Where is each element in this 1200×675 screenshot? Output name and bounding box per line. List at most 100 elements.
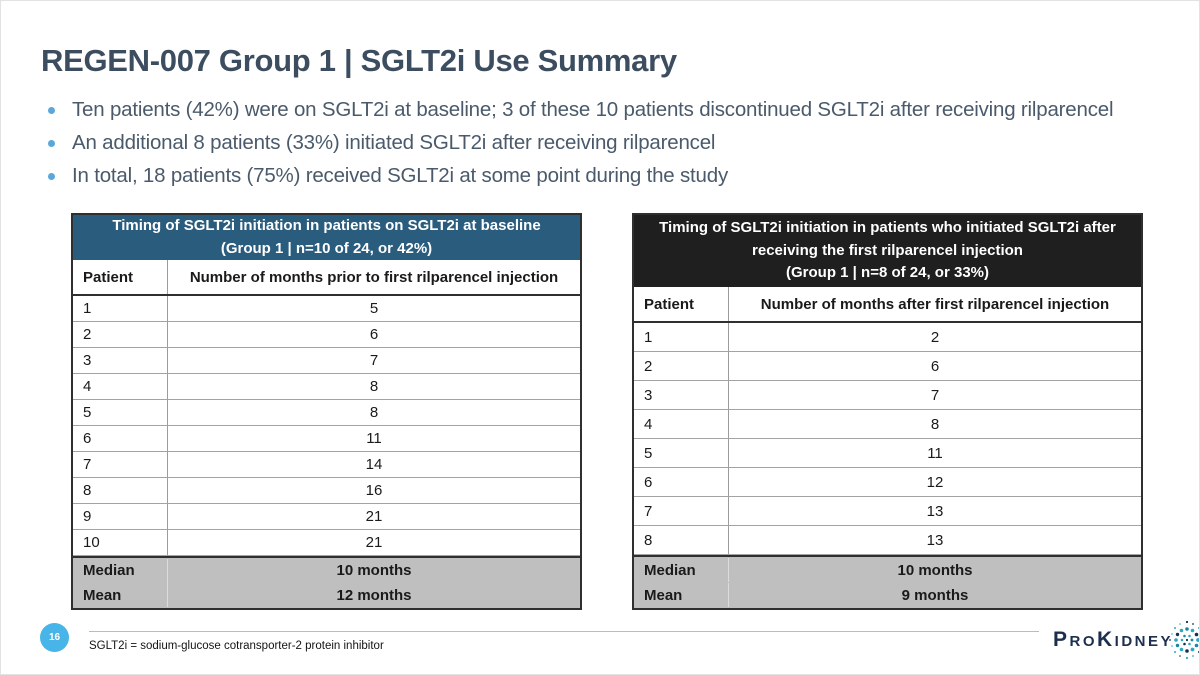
patient-cell: 6 xyxy=(83,430,92,447)
table-title-line: Timing of SGLT2i initiation in patients … xyxy=(659,219,1116,237)
list-item: An additional 8 patients (33%) initiated… xyxy=(48,132,1178,153)
patient-cell: 2 xyxy=(83,326,92,343)
summary-label: Median xyxy=(644,561,696,579)
bullet-text: Ten patients (42%) were on SGLT2i at bas… xyxy=(72,98,1114,121)
table-row: 9 21 xyxy=(73,504,580,530)
summary-label: Median xyxy=(83,562,135,580)
patient-cell: 5 xyxy=(83,404,92,421)
summary-row: Median 10 months xyxy=(73,558,580,583)
patient-cell: 8 xyxy=(83,482,92,499)
bullet-list: Ten patients (42%) were on SGLT2i at bas… xyxy=(48,99,1178,198)
table-row: 3 7 xyxy=(73,348,580,374)
bullet-icon xyxy=(48,140,55,147)
column-header: Patient xyxy=(644,295,695,313)
table-row: 10 21 xyxy=(73,530,580,556)
patient-cell: 2 xyxy=(644,357,653,375)
table-title-line: (Group 1 | n=8 of 24, or 33%) xyxy=(786,264,989,282)
table-title: Timing of SGLT2i initiation in patients … xyxy=(634,215,1141,287)
column-header: Number of months prior to first rilparen… xyxy=(167,260,580,294)
months-cell: 21 xyxy=(167,504,580,529)
months-cell: 7 xyxy=(167,348,580,373)
bullet-icon xyxy=(48,107,55,114)
table-row: 7 14 xyxy=(73,452,580,478)
table-row: 5 8 xyxy=(73,400,580,426)
patient-cell: 4 xyxy=(644,415,653,433)
months-cell: 13 xyxy=(728,526,1141,554)
table-row: 6 12 xyxy=(634,468,1141,497)
list-item: Ten patients (42%) were on SGLT2i at bas… xyxy=(48,99,1178,120)
table-row: 7 13 xyxy=(634,497,1141,526)
summary-block: Median 10 months Mean 12 months xyxy=(73,556,580,608)
months-cell: 2 xyxy=(728,323,1141,351)
patient-cell: 1 xyxy=(83,300,92,317)
column-header: Number of months after first rilparencel… xyxy=(728,287,1141,321)
months-cell: 11 xyxy=(728,439,1141,467)
table-row: 4 8 xyxy=(634,410,1141,439)
table-row: 2 6 xyxy=(634,352,1141,381)
bullet-text: An additional 8 patients (33%) initiated… xyxy=(72,131,716,154)
summary-row: Mean 9 months xyxy=(634,583,1141,607)
patient-cell: 9 xyxy=(83,508,92,525)
summary-label: Mean xyxy=(83,586,122,604)
months-cell: 13 xyxy=(728,497,1141,525)
column-header: Patient xyxy=(83,268,134,286)
summary-row: Median 10 months xyxy=(634,558,1141,582)
patient-cell: 7 xyxy=(83,456,92,473)
table-row: 1 2 xyxy=(634,323,1141,352)
baseline-sglt2i-table: Timing of SGLT2i initiation in patients … xyxy=(71,213,582,610)
table-title: Timing of SGLT2i initiation in patients … xyxy=(73,215,580,260)
patient-cell: 7 xyxy=(644,502,653,520)
table-row: 4 8 xyxy=(73,374,580,400)
prokidney-dots-icon xyxy=(1169,620,1199,660)
footer-divider xyxy=(89,631,1039,632)
table-title-line: receiving the first rilparencel injectio… xyxy=(752,241,1023,259)
months-cell: 12 xyxy=(728,468,1141,496)
table-row: 5 11 xyxy=(634,439,1141,468)
months-cell: 7 xyxy=(728,381,1141,409)
prokidney-logo: ProKidney xyxy=(1053,617,1199,663)
summary-value: 9 months xyxy=(728,583,1141,607)
patient-cell: 6 xyxy=(644,473,653,491)
months-cell: 6 xyxy=(167,322,580,347)
months-cell: 11 xyxy=(167,426,580,451)
bullet-text: In total, 18 patients (75%) received SGL… xyxy=(72,164,728,187)
column-header-row: Patient Number of months prior to first … xyxy=(73,260,580,296)
table-row: 2 6 xyxy=(73,322,580,348)
months-cell: 14 xyxy=(167,452,580,477)
table-title-line: (Group 1 | n=10 of 24, or 42%) xyxy=(220,239,433,257)
table-row: 1 5 xyxy=(73,296,580,322)
table-row: 6 11 xyxy=(73,426,580,452)
months-cell: 8 xyxy=(167,400,580,425)
summary-value: 12 months xyxy=(167,583,580,608)
patient-cell: 3 xyxy=(83,352,92,369)
summary-row: Mean 12 months xyxy=(73,583,580,608)
patient-cell: 3 xyxy=(644,386,653,404)
months-cell: 8 xyxy=(167,374,580,399)
summary-label: Mean xyxy=(644,586,683,604)
table-row: 3 7 xyxy=(634,381,1141,410)
column-header-row: Patient Number of months after first ril… xyxy=(634,287,1141,323)
prokidney-logo-text: ProKidney xyxy=(1053,628,1174,651)
bullet-icon xyxy=(48,173,55,180)
summary-block: Median 10 months Mean 9 months xyxy=(634,555,1141,608)
summary-value: 10 months xyxy=(728,558,1141,582)
months-cell: 5 xyxy=(167,296,580,321)
list-item: In total, 18 patients (75%) received SGL… xyxy=(48,165,1178,186)
months-cell: 16 xyxy=(167,478,580,503)
table-row: 8 16 xyxy=(73,478,580,504)
table-title-line: Timing of SGLT2i initiation in patients … xyxy=(112,217,541,234)
patient-cell: 10 xyxy=(83,534,100,551)
post-injection-sglt2i-table: Timing of SGLT2i initiation in patients … xyxy=(632,213,1143,610)
table-row: 8 13 xyxy=(634,526,1141,555)
footnote: SGLT2i = sodium-glucose cotransporter-2 … xyxy=(89,640,384,652)
page-title: REGEN-007 Group 1 | SGLT2i Use Summary xyxy=(41,43,677,78)
months-cell: 6 xyxy=(728,352,1141,380)
months-cell: 21 xyxy=(167,530,580,555)
summary-value: 10 months xyxy=(167,558,580,583)
months-cell: 8 xyxy=(728,410,1141,438)
patient-cell: 4 xyxy=(83,378,92,395)
patient-cell: 5 xyxy=(644,444,653,462)
patient-cell: 8 xyxy=(644,531,653,549)
patient-cell: 1 xyxy=(644,328,653,346)
